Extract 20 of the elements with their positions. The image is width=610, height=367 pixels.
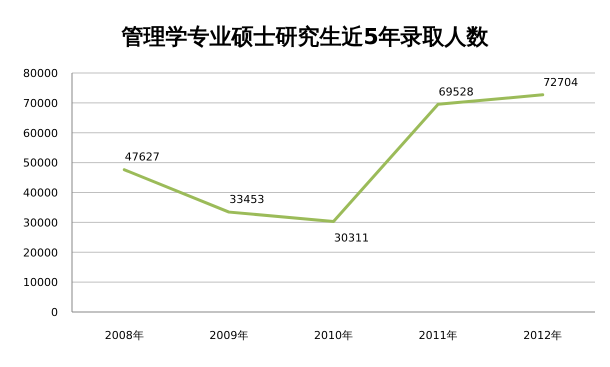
y-tick-label: 10000 (23, 276, 58, 290)
y-tick-label: 0 (51, 306, 58, 319)
data-label: 30311 (334, 231, 369, 244)
x-tick-label: 2010年 (314, 329, 353, 342)
y-tick-label: 50000 (23, 156, 58, 170)
data-label: 47627 (124, 150, 160, 164)
y-tick-label: 60000 (23, 126, 58, 140)
x-tick-label: 2009年 (209, 329, 248, 342)
y-tick-label: 20000 (23, 246, 58, 260)
title: 管理学专业硕士研究生近5年录取人数 (121, 25, 489, 50)
y-tick-label: 40000 (23, 186, 58, 200)
x-tick-label: 2011年 (418, 329, 458, 342)
x-tick-label: 2008年 (104, 329, 144, 342)
data-label: 33453 (229, 193, 264, 206)
y-tick-label: 70000 (23, 96, 58, 110)
y-tick-label: 30000 (23, 216, 58, 230)
x-tick-label: 2012年 (523, 329, 562, 342)
y-tick-label: 80000 (23, 67, 58, 80)
data-label: 69528 (438, 85, 474, 98)
data-label: 72704 (543, 76, 578, 89)
